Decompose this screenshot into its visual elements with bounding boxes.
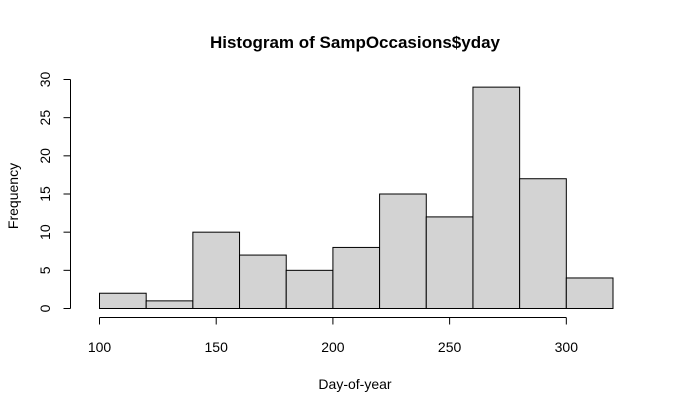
y-tick-label: 30: [37, 72, 53, 88]
histogram-bar-140-160: [192, 231, 241, 310]
y-tick-label: 5: [37, 266, 53, 274]
x-tick-label: 100: [88, 339, 112, 355]
histogram-bar-200-220: [332, 246, 381, 309]
histogram-bar-300-320: [565, 277, 614, 310]
y-axis: 0 5 10 15 20 25 30: [37, 72, 71, 312]
x-tick-label: 250: [438, 339, 462, 355]
x-tick-label: 300: [555, 339, 579, 355]
y-tick-label: 25: [37, 110, 53, 126]
y-tick-label: 10: [37, 224, 53, 240]
bars-group: [99, 86, 614, 310]
x-tick-label: 200: [321, 339, 345, 355]
histogram-bar-240-260: [425, 216, 474, 309]
y-axis-label: Frequency: [5, 163, 21, 229]
y-tick-label: 0: [37, 304, 53, 312]
y-tick-label: 15: [37, 186, 53, 202]
x-tick-label: 150: [205, 339, 229, 355]
histogram-bar-160-180: [239, 254, 287, 309]
histogram-bar-120-140: [145, 300, 194, 310]
y-tick-label: 20: [37, 148, 53, 164]
x-axis: 100 150 200 250 300: [88, 317, 579, 355]
x-axis-label: Day-of-year: [318, 376, 391, 392]
chart-title: Histogram of SampOccasions$yday: [210, 33, 501, 52]
histogram-bar-260-280: [472, 86, 521, 309]
histogram-bar-180-200: [285, 269, 334, 310]
histogram-bar-100-120: [99, 292, 147, 310]
histogram-bar-220-240: [379, 193, 427, 309]
histogram-bar-280-300: [519, 178, 567, 309]
